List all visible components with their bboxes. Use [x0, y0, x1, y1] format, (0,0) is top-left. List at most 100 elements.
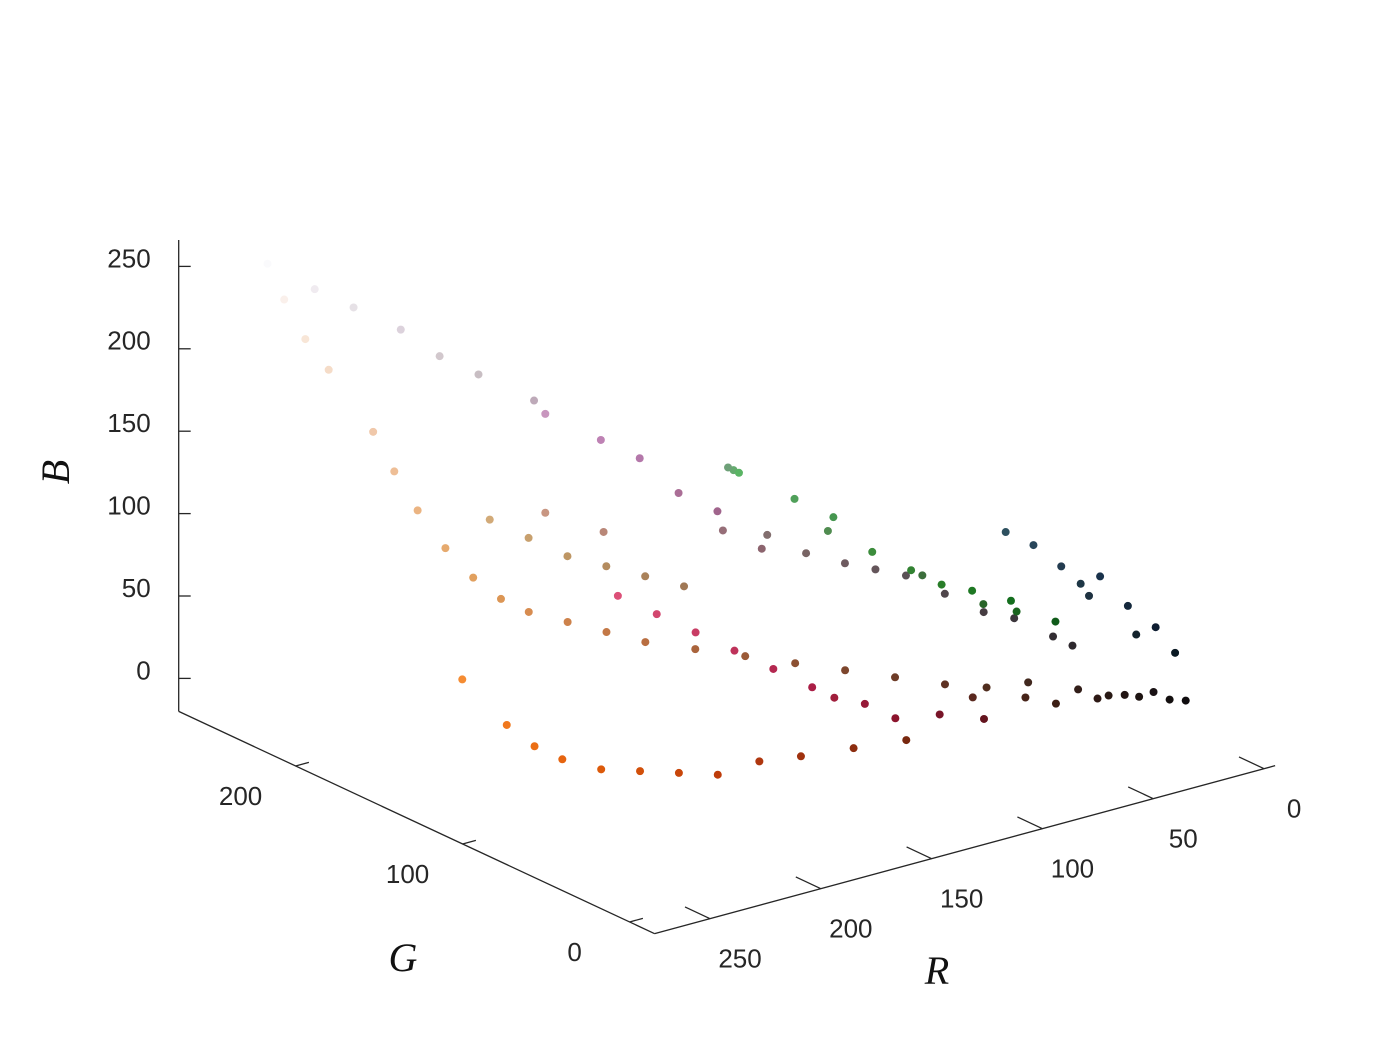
point — [1001, 528, 1010, 537]
point — [613, 591, 622, 600]
z-axis-title: B — [33, 460, 78, 484]
point — [979, 608, 988, 617]
point — [563, 618, 572, 626]
point — [968, 693, 977, 702]
point — [474, 370, 483, 379]
point — [871, 565, 880, 574]
point — [713, 770, 722, 779]
y-axis-title: G — [389, 935, 418, 980]
point — [496, 594, 505, 603]
point — [1074, 685, 1083, 694]
point — [691, 645, 700, 654]
point — [541, 508, 550, 517]
x-tick-label: 250 — [718, 944, 761, 974]
x-tick — [1238, 756, 1265, 770]
point — [324, 365, 333, 374]
point — [713, 507, 722, 516]
y-tick — [629, 917, 644, 923]
point — [1051, 617, 1060, 626]
point — [868, 547, 877, 556]
point — [691, 628, 700, 637]
point — [1123, 601, 1132, 610]
point — [763, 530, 772, 539]
point — [734, 468, 743, 477]
point — [563, 552, 572, 561]
point — [1010, 614, 1019, 623]
point — [301, 335, 310, 344]
point — [1093, 694, 1102, 703]
point — [790, 494, 799, 503]
point — [891, 714, 900, 723]
point — [636, 767, 645, 776]
point — [1006, 596, 1015, 605]
point — [635, 454, 644, 463]
point — [1149, 688, 1158, 696]
point — [808, 683, 817, 692]
point — [435, 352, 444, 361]
x-tick — [795, 876, 822, 890]
point — [602, 628, 611, 637]
point — [1132, 630, 1141, 639]
point — [901, 571, 910, 580]
point — [502, 720, 511, 729]
point — [940, 589, 949, 598]
point — [757, 544, 766, 553]
point — [823, 526, 832, 535]
point — [310, 285, 319, 294]
point — [968, 586, 977, 595]
point — [469, 573, 478, 582]
z-tick-label: 0 — [136, 655, 150, 685]
point — [980, 714, 988, 723]
x-tick — [1127, 786, 1154, 800]
point — [755, 757, 764, 766]
x-tick-label: 150 — [940, 884, 983, 914]
point — [1024, 678, 1033, 687]
point — [840, 559, 849, 568]
z-tick-label: 100 — [107, 490, 150, 520]
point — [860, 699, 869, 708]
z-tick-label: 50 — [122, 573, 151, 603]
z-tick-label: 150 — [107, 408, 150, 438]
point — [1012, 607, 1021, 616]
point — [599, 527, 608, 536]
point — [602, 562, 611, 571]
point — [830, 693, 839, 702]
point — [718, 526, 727, 535]
point — [1051, 699, 1060, 708]
point — [541, 409, 550, 418]
axes: 0 50 100 150 200 250 0 100 200 0 50 100 150 200 250 — [107, 240, 1301, 974]
point — [829, 513, 838, 522]
point — [641, 638, 650, 647]
point — [280, 295, 289, 304]
point — [907, 566, 916, 575]
point — [935, 710, 944, 719]
point — [918, 571, 927, 580]
point — [524, 607, 533, 616]
point — [741, 652, 750, 661]
point — [1165, 695, 1174, 704]
point — [1135, 692, 1144, 701]
z-tick-label: 250 — [107, 243, 150, 273]
x-tick — [1017, 816, 1043, 830]
point — [982, 683, 991, 692]
point — [802, 549, 811, 558]
point — [349, 303, 358, 312]
point — [641, 572, 650, 581]
point — [724, 463, 733, 472]
point — [530, 742, 539, 751]
point — [849, 744, 858, 753]
point — [891, 673, 900, 682]
x-axis-title: R — [924, 948, 949, 993]
point — [1171, 648, 1180, 657]
point — [674, 768, 683, 777]
point — [979, 600, 988, 609]
point — [263, 259, 272, 268]
x-axis-line — [654, 765, 1276, 935]
point — [937, 580, 946, 589]
y-tick — [295, 761, 310, 767]
y-tick — [462, 839, 477, 845]
point — [769, 664, 778, 673]
point — [1068, 641, 1077, 650]
point — [791, 659, 800, 668]
